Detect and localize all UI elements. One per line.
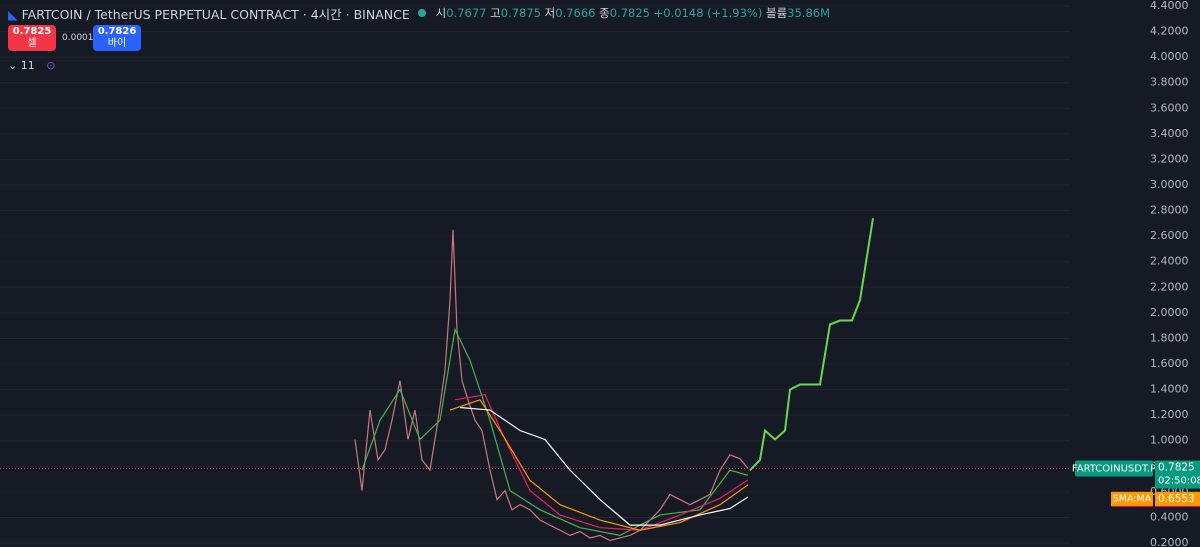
indicator-count: 11	[20, 59, 35, 72]
y-tick-label: 3.0000	[1150, 178, 1189, 191]
y-tick-label: 0.2000	[1150, 536, 1189, 547]
price-line	[454, 394, 749, 531]
y-tick-label: 2.8000	[1150, 204, 1189, 217]
y-tick-label: 1.2000	[1150, 408, 1189, 421]
symbol-title: ◣ FARTCOIN / TetherUS PERPETUAL CONTRACT…	[8, 7, 410, 22]
y-tick-label: 2.6000	[1150, 229, 1189, 242]
y-tick-label: 1.4000	[1150, 383, 1189, 396]
y-tick-label: 3.6000	[1150, 101, 1189, 114]
y-tick-label: 4.0000	[1150, 50, 1189, 63]
price-badge	[1155, 460, 1200, 489]
price-label: 0.7825	[1158, 462, 1195, 474]
sma-name-badge	[1111, 491, 1153, 506]
change: +0.0148 (+1.93%)	[653, 6, 763, 20]
indicator-toggle[interactable]: ⌄ 11 ⊙	[8, 59, 56, 72]
sma-value-badge	[1155, 491, 1200, 506]
y-tick-label: 1.8000	[1150, 331, 1189, 344]
y-tick-label: 3.4000	[1150, 127, 1189, 140]
y-tick-label: 4.2000	[1150, 25, 1189, 38]
y-tick-label: 1.0000	[1150, 434, 1189, 447]
buy-button[interactable]: 0.7826 바이	[93, 25, 141, 51]
y-tick-label: 4.4000	[1150, 0, 1189, 12]
y-tick-label: 2.4000	[1150, 255, 1189, 268]
y-tick-label: 3.2000	[1150, 152, 1189, 165]
countdown: 02:50:08	[1158, 476, 1200, 487]
price-line	[459, 406, 749, 526]
title: FARTCOIN / TetherUS PERPETUAL CONTRACT ·…	[21, 7, 410, 22]
symbol-label: FARTCOINUSDT.P	[1072, 464, 1156, 475]
price-line	[361, 327, 749, 536]
sell-price: 0.7825	[12, 26, 52, 37]
sma-value: 0.6553	[1158, 493, 1195, 505]
ohlc: 시0.7677 고0.7875 저0.7666 종0.7825 +0.0148 …	[418, 5, 830, 21]
ohlc-value: 0.7666	[555, 6, 596, 20]
sma-name: SMA:MA	[1113, 493, 1152, 504]
spread: 0.0001	[62, 33, 94, 43]
price-line	[449, 399, 749, 531]
y-tick-label: 0.4000	[1150, 510, 1189, 523]
ohlc-label: 종	[599, 6, 610, 20]
y-tick-label: 3.8000	[1150, 76, 1189, 89]
price-line	[354, 229, 749, 542]
ohlc-value: 0.7677	[446, 6, 487, 20]
symbol-badge	[1075, 460, 1153, 477]
sell-label: 셀	[27, 38, 37, 49]
y-tick-label: 1.6000	[1150, 357, 1189, 370]
volume-value: 35.86M	[787, 6, 831, 20]
sell-button[interactable]: 0.7825 셀	[8, 25, 56, 51]
buy-price: 0.7826	[97, 26, 137, 37]
ohlc-label: 시	[435, 6, 447, 20]
buy-label: 바이	[107, 38, 127, 49]
ohlc-value: 0.7825	[609, 6, 650, 20]
y-tick-label: 2.0000	[1150, 306, 1189, 319]
ohlc-label: 고	[490, 6, 501, 20]
volume-label: 볼륨	[765, 6, 788, 20]
ohlc-label: 저	[544, 6, 556, 20]
ohlc-value: 0.7875	[500, 6, 541, 20]
price-line	[749, 218, 874, 471]
y-tick-label: 2.2000	[1150, 280, 1189, 293]
